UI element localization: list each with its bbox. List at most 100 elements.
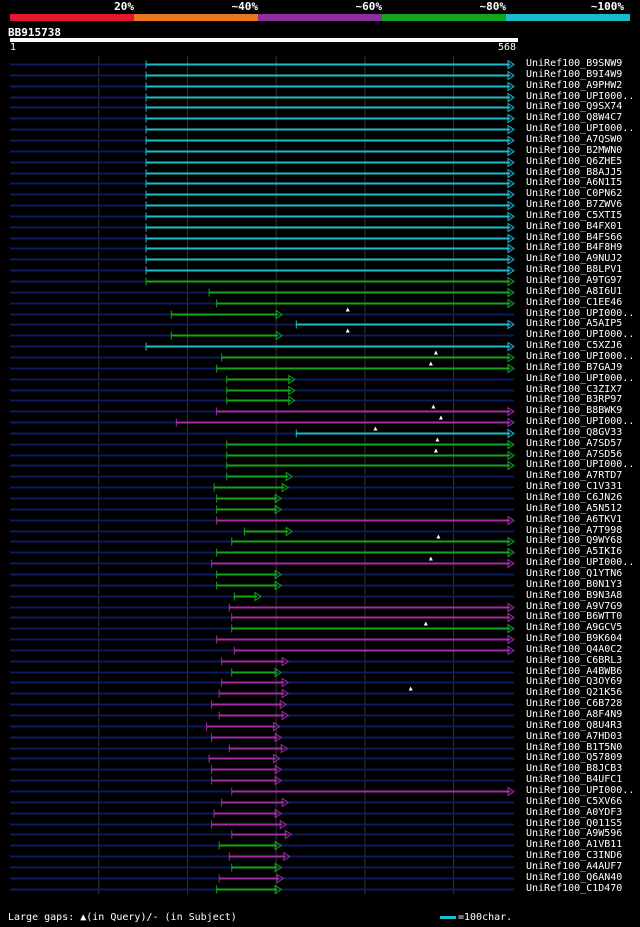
hit-name[interactable]: UniRef100_A7SD56 [526, 449, 623, 460]
hit-name[interactable]: UniRef100_A9GCV5 [526, 622, 623, 633]
hit-row[interactable] [10, 124, 515, 135]
hit-row[interactable] [10, 569, 514, 580]
hit-row[interactable] [10, 92, 515, 103]
hit-row[interactable] [10, 786, 515, 797]
hit-name[interactable]: UniRef100_Q011S5 [526, 818, 623, 829]
hit-row[interactable] [10, 341, 515, 352]
hit-name[interactable]: UniRef100_C5XZJ6 [526, 340, 623, 351]
hit-name[interactable]: UniRef100_B4F8H9 [526, 242, 623, 253]
hit-row[interactable] [10, 721, 514, 732]
hit-name[interactable]: UniRef100_C5XV66 [526, 796, 623, 807]
hit-name[interactable]: UniRef100_A7HD03 [526, 731, 623, 742]
hit-row[interactable] [10, 797, 514, 808]
hit-name[interactable]: UniRef100_B9K604 [526, 633, 623, 644]
hit-name[interactable]: UniRef100_B9N3A8 [526, 590, 623, 601]
hit-name[interactable]: UniRef100_UPI000.. [526, 785, 635, 796]
hit-row[interactable] [10, 81, 515, 92]
hit-name[interactable]: UniRef100_A6N1I5 [526, 177, 623, 188]
hit-name[interactable]: UniRef100_Q8U4R3 [526, 720, 623, 731]
hit-name[interactable]: UniRef100_A9W596 [526, 828, 623, 839]
hit-name[interactable]: UniRef100_C0PN62 [526, 188, 623, 199]
hit-name[interactable]: UniRef100_B8LPV1 [526, 264, 623, 275]
hit-row[interactable] [10, 265, 515, 276]
hit-name[interactable]: UniRef100_B2MWN0 [526, 145, 623, 156]
hit-row[interactable] [10, 534, 515, 547]
hit-row[interactable] [10, 395, 514, 406]
hit-row[interactable] [10, 374, 514, 385]
hit-row[interactable] [10, 319, 515, 330]
hit-row[interactable] [10, 493, 514, 504]
hit-row[interactable] [10, 426, 515, 439]
hit-row[interactable] [10, 482, 514, 493]
hit-row[interactable] [10, 157, 515, 168]
hit-row[interactable] [10, 254, 515, 265]
hit-row[interactable] [10, 233, 515, 244]
hit-name[interactable]: UniRef100_Q8W4C7 [526, 112, 623, 123]
hit-name[interactable]: UniRef100_B7GAJ9 [526, 362, 623, 373]
hit-name[interactable]: UniRef100_B9I4W9 [526, 69, 623, 80]
hit-row[interactable] [10, 448, 515, 461]
hit-row[interactable] [10, 775, 514, 786]
hit-name[interactable]: UniRef100_A7RTD7 [526, 470, 623, 481]
hit-name[interactable]: UniRef100_C3IND6 [526, 850, 623, 861]
hit-row[interactable] [10, 829, 514, 840]
hit-row[interactable] [10, 547, 515, 558]
hit-row[interactable] [10, 591, 514, 602]
hit-name[interactable]: UniRef100_A5IKI6 [526, 546, 623, 557]
hit-name[interactable]: UniRef100_UPI000.. [526, 123, 635, 134]
hit-name[interactable]: UniRef100_B4FX01 [526, 221, 623, 232]
hit-name[interactable]: UniRef100_B9SNW9 [526, 58, 623, 69]
hit-row[interactable] [10, 350, 515, 363]
hit-row[interactable] [10, 526, 514, 537]
hit-name[interactable]: UniRef100_A0YDF3 [526, 807, 623, 818]
hit-name[interactable]: UniRef100_B8JCB3 [526, 763, 623, 774]
hit-row[interactable] [10, 415, 515, 428]
hit-row[interactable] [10, 645, 515, 656]
hit-row[interactable] [10, 753, 514, 764]
hit-name[interactable]: UniRef100_A9PHW2 [526, 80, 623, 91]
hit-name[interactable]: UniRef100_B8AJJ5 [526, 167, 623, 178]
hit-row[interactable] [10, 178, 515, 189]
hit-name[interactable]: UniRef100_UPI000.. [526, 459, 635, 470]
hit-name[interactable]: UniRef100_UPI000.. [526, 416, 635, 427]
hit-row[interactable] [10, 200, 515, 211]
hit-name[interactable]: UniRef100_UPI000.. [526, 557, 635, 568]
hit-row[interactable] [10, 884, 514, 895]
hit-name[interactable]: UniRef100_C6B728 [526, 698, 623, 709]
hit-name[interactable]: UniRef100_C1V331 [526, 481, 623, 492]
hit-name[interactable]: UniRef100_C3ZIX7 [526, 384, 623, 395]
hit-row[interactable] [10, 211, 515, 222]
hit-name[interactable]: UniRef100_B1T5N0 [526, 742, 623, 753]
hit-row[interactable] [10, 168, 515, 179]
hit-row[interactable] [10, 189, 515, 200]
hit-name[interactable]: UniRef100_A8F4N9 [526, 709, 623, 720]
hit-row[interactable] [10, 307, 514, 320]
hit-name[interactable]: UniRef100_Q1YTN6 [526, 568, 623, 579]
hit-name[interactable]: UniRef100_A7SD57 [526, 438, 623, 449]
hit-row[interactable] [10, 222, 515, 233]
hit-row[interactable] [10, 515, 515, 526]
hit-name[interactable]: UniRef100_Q21K56 [526, 687, 623, 698]
hit-name[interactable]: UniRef100_B6WTT0 [526, 611, 623, 622]
hit-name[interactable]: UniRef100_A9V7G9 [526, 601, 623, 612]
hit-row[interactable] [10, 612, 515, 623]
hit-name[interactable]: UniRef100_A6TKV1 [526, 514, 623, 525]
hit-name[interactable]: UniRef100_B3RP97 [526, 394, 623, 405]
hit-row[interactable] [10, 862, 514, 873]
hit-row[interactable] [10, 113, 515, 124]
hit-name[interactable]: UniRef100_Q8GV33 [526, 427, 623, 438]
hit-name[interactable]: UniRef100_A8I6U1 [526, 286, 623, 297]
hit-name[interactable]: UniRef100_C6JN26 [526, 492, 623, 503]
hit-name[interactable]: UniRef100_Q9WY68 [526, 535, 623, 546]
hit-name[interactable]: UniRef100_C1D470 [526, 883, 623, 894]
hit-row[interactable] [10, 556, 515, 569]
hit-row[interactable] [10, 59, 515, 70]
hit-name[interactable]: UniRef100_B4UFC1 [526, 774, 623, 785]
hit-name[interactable]: UniRef100_B0N1Y3 [526, 579, 623, 590]
hit-name[interactable]: UniRef100_C5XTI5 [526, 210, 623, 221]
hit-name[interactable]: UniRef100_A5AIP5 [526, 318, 623, 329]
hit-row[interactable] [10, 808, 514, 819]
hit-row[interactable] [10, 460, 515, 471]
hit-row[interactable] [10, 298, 515, 309]
hit-row[interactable] [10, 710, 514, 721]
